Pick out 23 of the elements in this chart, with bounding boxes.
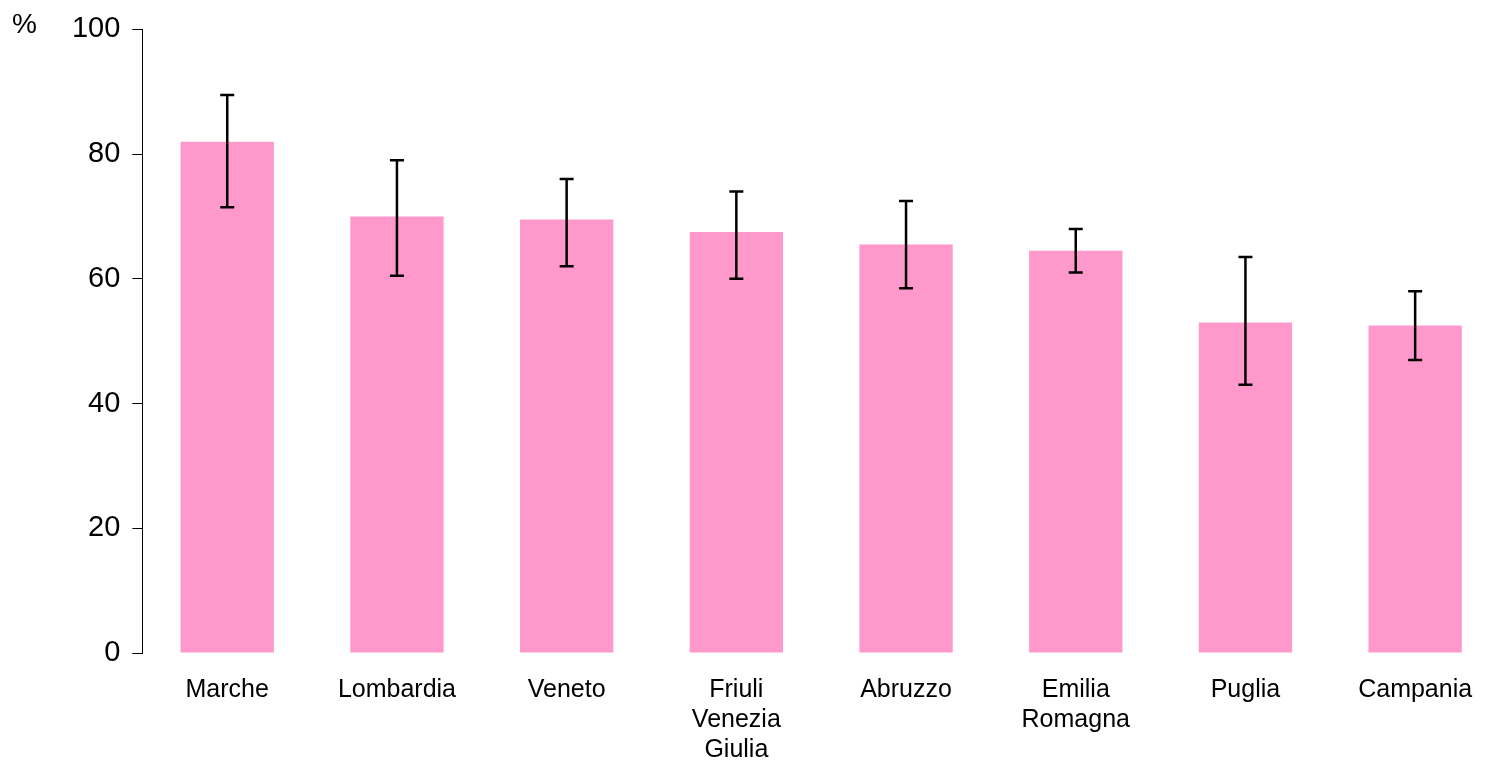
y-tick-label: 0	[104, 635, 121, 667]
x-tick-label: Puglia	[1210, 673, 1281, 702]
bar	[689, 232, 784, 653]
y-tick-label: 20	[88, 510, 121, 543]
x-tick-label: Marche	[185, 673, 269, 702]
x-tick-label: Veneto	[527, 673, 606, 702]
bar	[1368, 325, 1462, 653]
x-tick-label: Emilia Romagna	[1021, 673, 1131, 732]
bar	[1029, 250, 1123, 653]
bar	[519, 219, 614, 653]
x-tick-label: Lombardia	[337, 673, 457, 702]
bar	[350, 216, 444, 653]
y-tick-label: 80	[88, 136, 121, 169]
x-tick-label: Friuli Venezia Giulia	[691, 673, 781, 762]
y-tick-label: 100	[71, 11, 121, 44]
bar	[859, 244, 953, 653]
y-axis-title: %	[12, 8, 37, 40]
x-tick-label: Abruzzo	[860, 673, 952, 702]
bar	[180, 141, 274, 653]
bar	[1198, 322, 1293, 653]
y-tick-label: 40	[88, 385, 121, 418]
y-tick-label: 60	[88, 260, 121, 293]
x-tick-label: Campania	[1358, 673, 1473, 702]
